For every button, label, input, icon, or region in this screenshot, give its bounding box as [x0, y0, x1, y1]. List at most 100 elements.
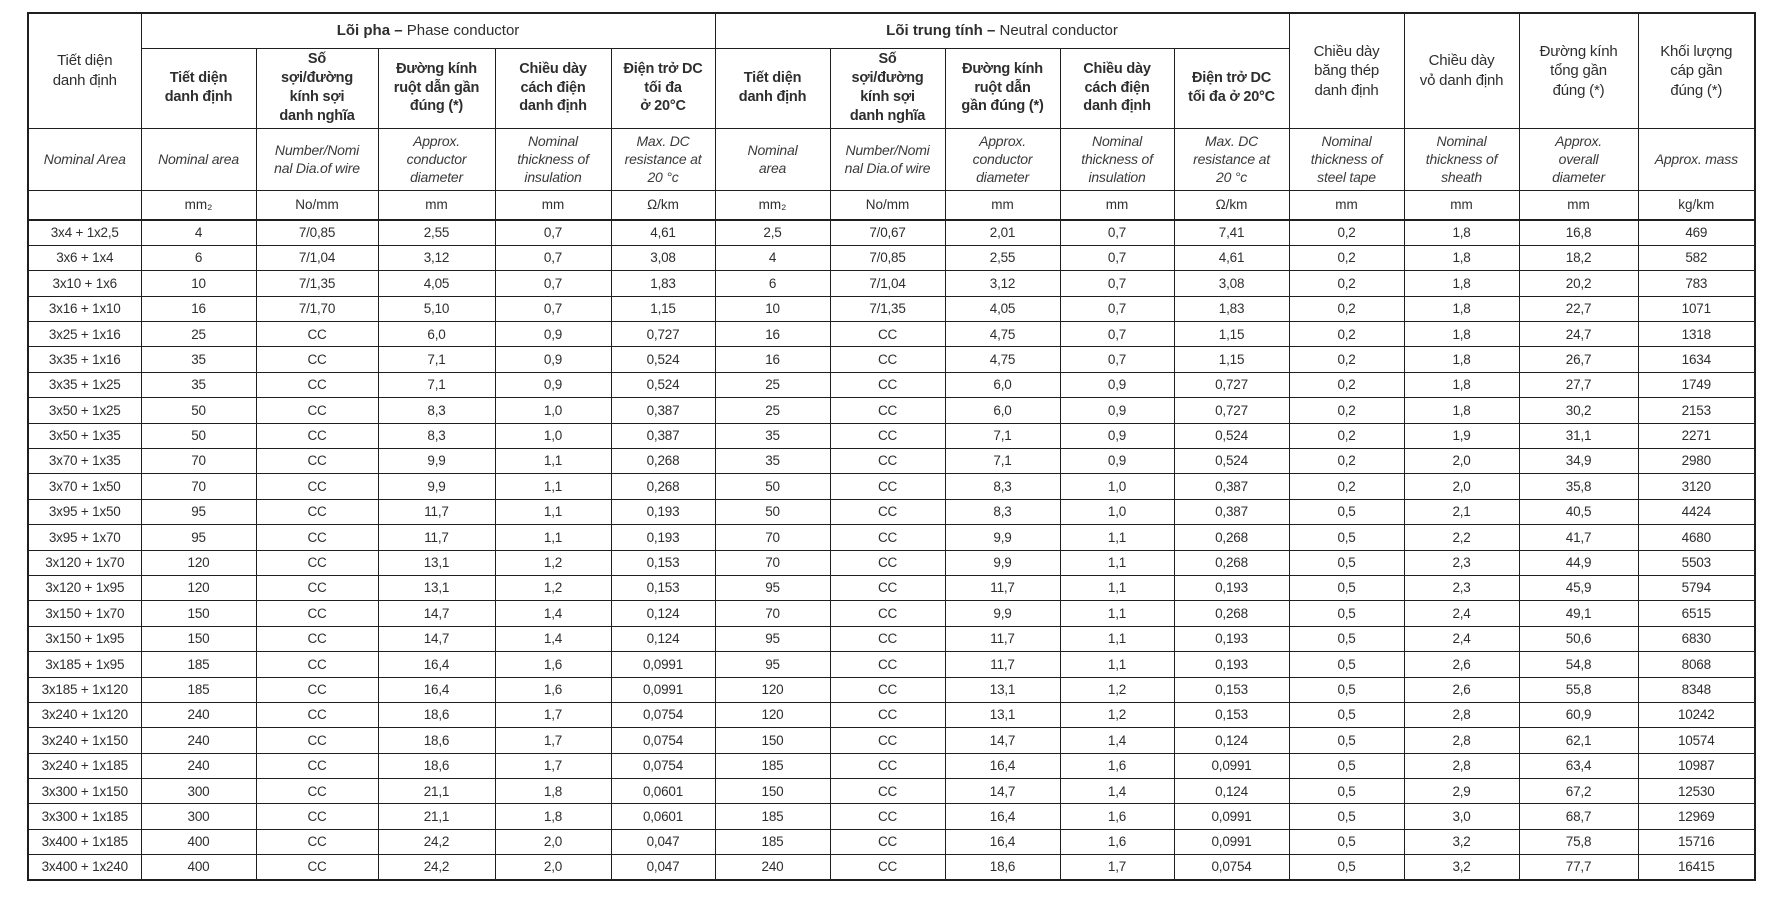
- value-cell: 1,8: [1403, 371, 1520, 399]
- value-cell: 1,4: [1059, 727, 1175, 754]
- table-row: 3x120 + 1x95 120 CC 13,1 1,2 0,153 95 CC 11,7 1,1…: [27, 574, 1756, 602]
- value-cell: 1,8: [1403, 321, 1520, 348]
- cable-size-cell: 3x50 + 1x35: [27, 422, 142, 450]
- value-cell: 0,524: [1173, 422, 1290, 450]
- value-cell: 1,8: [1403, 244, 1520, 272]
- value-cell: 0,5: [1288, 524, 1405, 551]
- value-cell: 1,8: [1403, 270, 1520, 297]
- value-cell: 1,1: [494, 498, 612, 526]
- table-row: 3x4 + 1x2,5 4 7/0,85 2,55 0,7 4,61 2,5 7/0,67 2,…: [27, 219, 1756, 246]
- table-row: 3x300 + 1x150 300 CC 21,1 1,8 0,0601 150 CC 14,7…: [27, 778, 1756, 805]
- value-cell: 0,5: [1288, 752, 1405, 780]
- value-cell: 31,1: [1518, 422, 1639, 450]
- value-cell: 7,1: [377, 346, 496, 373]
- table-row: 3x50 + 1x25 50 CC 8,3 1,0 0,387 25 CC 6,0 0,9 0,72…: [27, 397, 1756, 424]
- value-cell: 0,0991: [1173, 828, 1290, 856]
- value-cell: 0,2: [1288, 244, 1405, 272]
- value-cell: 0,2: [1288, 321, 1405, 348]
- value-cell: 70: [714, 600, 831, 627]
- cable-size-cell: 3x240 + 1x120: [27, 701, 142, 729]
- value-cell: 1,9: [1403, 422, 1520, 450]
- value-cell: 0,268: [610, 448, 716, 475]
- value-cell: 240: [714, 854, 831, 881]
- value-cell: 7/1,04: [255, 244, 379, 272]
- value-cell: 1,1: [1059, 651, 1175, 678]
- value-cell: 2,8: [1403, 701, 1520, 729]
- value-cell: 16,4: [377, 676, 496, 703]
- phase-header-dc-resistance-en: Max. DC resistance at 20 °c: [610, 127, 716, 191]
- unit-cell: mm₂: [714, 189, 831, 221]
- phase-group-label-vi: Lõi pha –: [336, 22, 403, 40]
- value-cell: 0,268: [610, 473, 716, 500]
- table-row: 3x6 + 1x4 6 7/1,04 3,12 0,7 3,08 4 7/0,85 2,55 0,…: [27, 244, 1756, 272]
- value-cell: 1,7: [494, 727, 612, 754]
- value-cell: 1,1: [1059, 625, 1175, 653]
- value-cell: 2,01: [944, 219, 1061, 246]
- value-cell: 2,8: [1403, 727, 1520, 754]
- table-row: 3x185 + 1x120 185 CC 16,4 1,6 0,0991 120 CC 13,1…: [27, 676, 1756, 703]
- value-cell: 0,5: [1288, 854, 1405, 881]
- value-cell: 18,2: [1518, 244, 1639, 272]
- value-cell: CC: [255, 524, 379, 551]
- table-row: 3x150 + 1x95 150 CC 14,7 1,4 0,124 95 CC 11,7 1,1…: [27, 625, 1756, 653]
- value-cell: 50,6: [1518, 625, 1639, 653]
- value-cell: CC: [829, 676, 946, 703]
- value-cell: 0,387: [610, 422, 716, 450]
- value-cell: 1,6: [1059, 828, 1175, 856]
- unit-cell: No/mm: [255, 189, 379, 221]
- cable-size-cell: 3x70 + 1x50: [27, 473, 142, 500]
- value-cell: 0,9: [494, 346, 612, 373]
- value-cell: 0,0991: [1173, 752, 1290, 780]
- header-row-groups: Tiết diện danh định Lõi pha – Phase cond…: [27, 12, 1756, 129]
- value-cell: CC: [829, 498, 946, 526]
- value-cell: 3,2: [1403, 854, 1520, 881]
- value-cell: 1,0: [494, 422, 612, 450]
- value-cell: 7/0,85: [829, 244, 946, 272]
- neutral-header-dc-resistance-en: Max. DC resistance at 20 °c: [1173, 127, 1290, 191]
- value-cell: 13,1: [377, 574, 496, 602]
- value-cell: 18,6: [377, 752, 496, 780]
- header-steel-tape-en: Nominal thickness of steel tape: [1288, 127, 1405, 191]
- value-cell: 1,1: [1059, 574, 1175, 602]
- table-row: 3x95 + 1x50 95 CC 11,7 1,1 0,193 50 CC 8,3 1,0 0,3…: [27, 498, 1756, 526]
- header-mass-en: Approx. mass: [1637, 127, 1756, 191]
- value-cell: CC: [829, 346, 946, 373]
- value-cell: 0,9: [494, 371, 612, 399]
- value-cell: 0,9: [1059, 371, 1175, 399]
- phase-header-conductor-diameter-en: Approx. conductor diameter: [377, 127, 496, 191]
- value-cell: 0,5: [1288, 549, 1405, 576]
- table-row: 3x185 + 1x95 185 CC 16,4 1,6 0,0991 95 CC 11,7 1,…: [27, 651, 1756, 678]
- value-cell: CC: [255, 549, 379, 576]
- value-cell: 240: [140, 727, 257, 754]
- value-cell: 2,55: [944, 244, 1061, 272]
- value-cell: 4: [714, 244, 831, 272]
- value-cell: 2980: [1637, 448, 1756, 475]
- value-cell: 0,7: [494, 295, 612, 323]
- value-cell: 7,1: [944, 448, 1061, 475]
- value-cell: 9,9: [944, 600, 1061, 627]
- value-cell: CC: [255, 422, 379, 450]
- value-cell: 0,524: [1173, 448, 1290, 475]
- value-cell: 44,9: [1518, 549, 1639, 576]
- value-cell: 25: [714, 397, 831, 424]
- cable-size-cell: 3x150 + 1x70: [27, 600, 142, 627]
- phase-group-label-en: Phase conductor: [406, 22, 520, 40]
- value-cell: 1,15: [1173, 346, 1290, 373]
- value-cell: CC: [829, 321, 946, 348]
- value-cell: 14,7: [944, 727, 1061, 754]
- corner-header-en: Nominal Area: [27, 127, 142, 191]
- value-cell: 0,2: [1288, 346, 1405, 373]
- cable-size-cell: 3x185 + 1x95: [27, 651, 142, 678]
- value-cell: 18,6: [377, 701, 496, 729]
- value-cell: 0,0601: [610, 803, 716, 830]
- value-cell: 185: [140, 676, 257, 703]
- value-cell: 0,153: [610, 549, 716, 576]
- unit-cell: mm: [944, 189, 1061, 221]
- value-cell: 12530: [1637, 778, 1756, 805]
- table-body: 3x4 + 1x2,5 4 7/0,85 2,55 0,7 4,61 2,5 7/0,67 2,…: [27, 219, 1756, 881]
- value-cell: 15716: [1637, 828, 1756, 856]
- value-cell: 185: [714, 752, 831, 780]
- value-cell: 2,9: [1403, 778, 1520, 805]
- value-cell: 18,6: [944, 854, 1061, 881]
- phase-header-area-en: Nominal area: [140, 127, 257, 191]
